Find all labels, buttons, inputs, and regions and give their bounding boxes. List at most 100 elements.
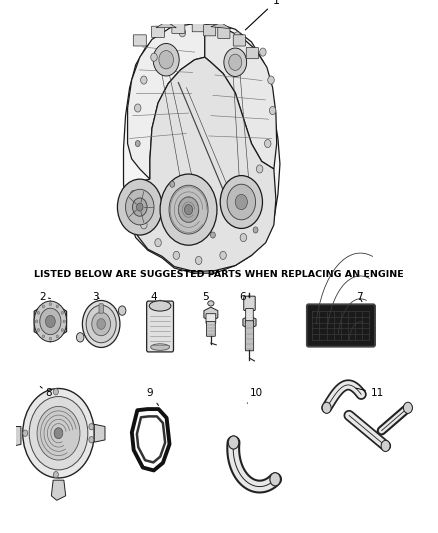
Circle shape bbox=[179, 29, 186, 37]
Circle shape bbox=[220, 175, 262, 229]
Circle shape bbox=[141, 76, 147, 84]
FancyBboxPatch shape bbox=[233, 35, 245, 46]
Circle shape bbox=[403, 402, 413, 414]
FancyBboxPatch shape bbox=[307, 304, 375, 346]
FancyBboxPatch shape bbox=[172, 22, 185, 33]
Circle shape bbox=[155, 239, 161, 247]
Circle shape bbox=[53, 472, 58, 478]
Circle shape bbox=[63, 320, 65, 323]
Circle shape bbox=[240, 233, 247, 241]
Circle shape bbox=[178, 197, 199, 222]
Circle shape bbox=[270, 473, 280, 486]
Ellipse shape bbox=[149, 301, 171, 311]
Circle shape bbox=[37, 329, 39, 332]
Circle shape bbox=[89, 437, 94, 443]
Polygon shape bbox=[94, 424, 105, 442]
Circle shape bbox=[126, 189, 154, 225]
FancyBboxPatch shape bbox=[244, 296, 255, 311]
Circle shape bbox=[137, 203, 143, 211]
Circle shape bbox=[77, 333, 84, 342]
Polygon shape bbox=[127, 57, 276, 272]
FancyBboxPatch shape bbox=[99, 304, 103, 313]
Text: 4: 4 bbox=[151, 292, 160, 302]
Circle shape bbox=[35, 320, 38, 323]
Circle shape bbox=[82, 301, 120, 348]
Text: 10: 10 bbox=[247, 388, 263, 403]
Circle shape bbox=[256, 165, 263, 173]
Circle shape bbox=[253, 227, 258, 233]
Text: 11: 11 bbox=[356, 388, 384, 398]
Circle shape bbox=[134, 104, 141, 112]
Text: 5: 5 bbox=[202, 292, 209, 302]
Circle shape bbox=[135, 141, 140, 147]
Text: 9: 9 bbox=[147, 388, 159, 406]
Polygon shape bbox=[156, 22, 177, 28]
FancyBboxPatch shape bbox=[147, 301, 173, 352]
Polygon shape bbox=[124, 22, 280, 273]
Circle shape bbox=[23, 389, 94, 478]
Circle shape bbox=[228, 436, 239, 449]
FancyBboxPatch shape bbox=[246, 309, 253, 323]
Circle shape bbox=[153, 44, 179, 76]
FancyBboxPatch shape bbox=[206, 314, 216, 324]
Circle shape bbox=[322, 402, 331, 414]
Circle shape bbox=[151, 53, 157, 61]
Circle shape bbox=[265, 140, 271, 148]
Circle shape bbox=[381, 440, 390, 451]
Circle shape bbox=[170, 181, 175, 187]
Ellipse shape bbox=[151, 344, 170, 350]
Circle shape bbox=[211, 232, 215, 238]
Circle shape bbox=[56, 305, 58, 308]
Circle shape bbox=[117, 179, 162, 235]
Circle shape bbox=[34, 301, 67, 342]
Circle shape bbox=[268, 76, 274, 84]
Text: 1: 1 bbox=[245, 0, 279, 30]
Circle shape bbox=[131, 190, 137, 198]
Polygon shape bbox=[211, 22, 231, 29]
FancyBboxPatch shape bbox=[192, 21, 205, 32]
Circle shape bbox=[89, 424, 94, 430]
Circle shape bbox=[53, 389, 58, 395]
Circle shape bbox=[260, 48, 266, 56]
Circle shape bbox=[40, 308, 61, 335]
Circle shape bbox=[118, 306, 126, 316]
Text: 6: 6 bbox=[239, 292, 250, 302]
Circle shape bbox=[42, 305, 45, 308]
Circle shape bbox=[97, 319, 106, 329]
Circle shape bbox=[159, 51, 173, 69]
Circle shape bbox=[92, 312, 110, 336]
Circle shape bbox=[56, 335, 58, 338]
Polygon shape bbox=[205, 24, 277, 169]
Circle shape bbox=[37, 311, 39, 314]
Text: 8: 8 bbox=[40, 386, 52, 398]
FancyBboxPatch shape bbox=[204, 25, 216, 36]
Circle shape bbox=[49, 337, 52, 340]
Circle shape bbox=[141, 221, 147, 229]
Polygon shape bbox=[137, 416, 165, 463]
FancyBboxPatch shape bbox=[152, 26, 165, 37]
Circle shape bbox=[229, 54, 242, 70]
FancyBboxPatch shape bbox=[133, 35, 146, 46]
Circle shape bbox=[37, 406, 80, 460]
FancyBboxPatch shape bbox=[245, 321, 254, 351]
Circle shape bbox=[46, 316, 55, 327]
Circle shape bbox=[23, 430, 28, 437]
Circle shape bbox=[169, 185, 208, 234]
Text: LISTED BELOW ARE SUGGESTED PARTS WHEN REPLACING AN ENGINE: LISTED BELOW ARE SUGGESTED PARTS WHEN RE… bbox=[34, 270, 404, 279]
FancyBboxPatch shape bbox=[246, 47, 258, 59]
Circle shape bbox=[184, 205, 193, 215]
Circle shape bbox=[86, 305, 116, 343]
Circle shape bbox=[195, 256, 202, 264]
Circle shape bbox=[234, 32, 240, 40]
Polygon shape bbox=[243, 316, 256, 329]
Polygon shape bbox=[8, 426, 21, 447]
Polygon shape bbox=[34, 301, 67, 342]
Circle shape bbox=[61, 329, 64, 332]
Circle shape bbox=[208, 27, 214, 35]
Circle shape bbox=[173, 251, 180, 260]
Text: 7: 7 bbox=[356, 292, 363, 302]
Circle shape bbox=[160, 174, 217, 245]
Circle shape bbox=[61, 311, 64, 314]
Circle shape bbox=[42, 335, 45, 338]
Circle shape bbox=[54, 428, 63, 439]
